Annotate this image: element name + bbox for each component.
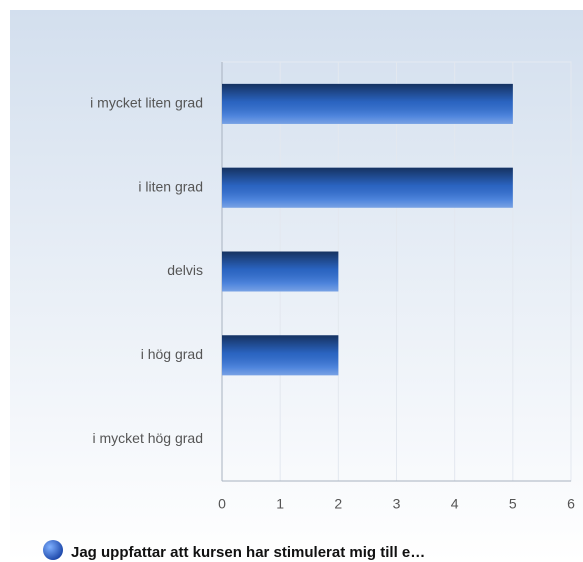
bar: [222, 251, 339, 292]
y-tick-label: i hög grad: [141, 346, 203, 362]
bar: [222, 167, 513, 208]
y-tick-label: i mycket liten grad: [90, 95, 203, 111]
legend-label: Jag uppfattar att kursen har stimulerat …: [71, 544, 425, 561]
x-tick-label: 1: [276, 496, 284, 512]
x-tick-label: 2: [334, 496, 342, 512]
x-tick-label: 6: [567, 496, 575, 512]
x-tick-label: 4: [451, 496, 459, 512]
x-tick-label: 5: [509, 496, 517, 512]
y-tick-label: i liten grad: [138, 178, 203, 194]
y-tick-label: delvis: [167, 262, 203, 278]
bar: [222, 83, 513, 124]
bar: [222, 335, 339, 376]
legend-marker: [43, 540, 63, 560]
x-tick-label: 0: [218, 496, 226, 512]
x-tick-label: 3: [393, 496, 401, 512]
y-tick-label: i mycket hög grad: [93, 430, 204, 446]
